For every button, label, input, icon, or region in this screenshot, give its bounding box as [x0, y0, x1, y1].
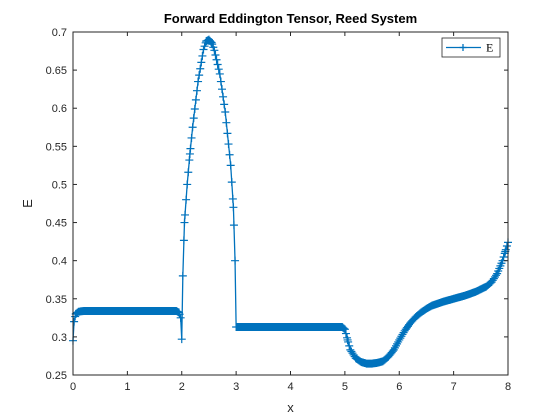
y-tick-label: 0.35: [46, 294, 67, 306]
chart-title: Forward Eddington Tensor, Reed System: [164, 11, 417, 26]
x-tick-label: 8: [505, 381, 511, 393]
series-layer: [69, 35, 512, 368]
legend: E: [441, 37, 501, 58]
x-tick-label: 1: [124, 381, 130, 393]
y-axis-label: E: [20, 199, 35, 208]
plot-area: [73, 32, 508, 375]
x-tick-label: 6: [396, 381, 402, 393]
x-tick-label: 7: [451, 381, 457, 393]
x-axis-ticks: 0 1 2 3 4 5 6 7 8: [70, 32, 511, 393]
y-tick-label: 0.6: [52, 103, 67, 115]
y-tick-label: 0.3: [52, 332, 67, 344]
y-tick-label: 0.65: [46, 65, 67, 77]
x-tick-label: 4: [287, 381, 293, 393]
y-axis-ticks: 0.25 0.3 0.35 0.4 0.45 0.5 0.55 0.6 0.65 0.7: [46, 27, 508, 382]
x-tick-label: 2: [179, 381, 185, 393]
legend-entry-e: E: [486, 41, 493, 55]
y-tick-label: 0.45: [46, 218, 67, 230]
x-axis-label: x: [287, 400, 294, 415]
y-tick-label: 0.7: [52, 27, 67, 39]
x-tick-label: 0: [70, 381, 76, 393]
y-tick-label: 0.55: [46, 141, 67, 153]
y-tick-label: 0.25: [46, 370, 67, 382]
x-tick-label: 3: [233, 381, 239, 393]
legend-marker: [459, 44, 467, 51]
y-tick-label: 0.5: [52, 179, 67, 191]
y-tick-label: 0.4: [52, 256, 67, 268]
x-tick-label: 5: [342, 381, 348, 393]
